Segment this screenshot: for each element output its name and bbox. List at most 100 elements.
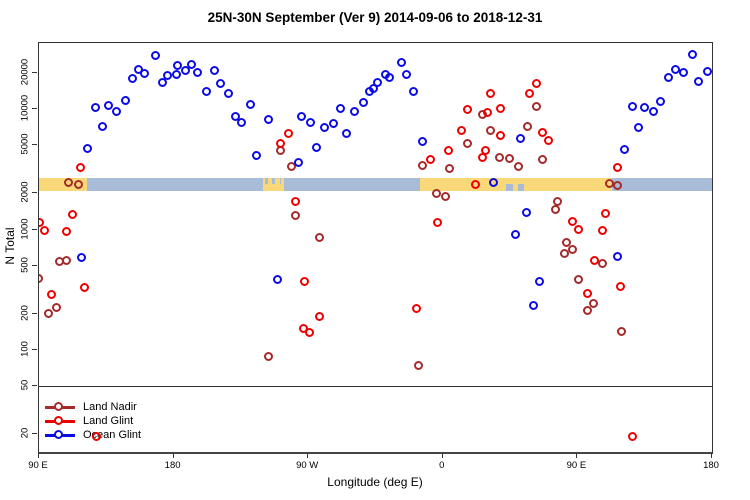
- x-axis-tick-label: 0: [439, 460, 445, 471]
- y-axis-title: N Total: [3, 227, 17, 265]
- data-point-land-nadir: [523, 122, 533, 132]
- data-point-ocean-glint: [663, 72, 673, 82]
- data-point-ocean-glint: [171, 69, 181, 79]
- y-axis-tick: [32, 192, 37, 194]
- data-point-ocean-glint: [511, 230, 521, 240]
- data-point-land-glint: [457, 126, 467, 136]
- y-axis-tick: [32, 228, 37, 230]
- data-point-ocean-glint: [521, 208, 531, 218]
- data-point-land-glint: [543, 136, 553, 146]
- x-axis-tick: [172, 453, 174, 458]
- data-point-land-nadir: [514, 162, 524, 171]
- y-axis-tick: [32, 432, 37, 434]
- data-point-land-nadir: [485, 126, 495, 136]
- data-point-land-glint: [524, 88, 534, 98]
- land-ocean-band-segment: [264, 177, 268, 185]
- legend-symbol: [43, 428, 77, 442]
- data-point-ocean-glint: [173, 60, 183, 70]
- x-axis-tick-label: 90 E: [28, 460, 48, 471]
- data-point-land-glint: [470, 180, 480, 190]
- legend-item-label: Land Nadir: [83, 401, 137, 413]
- x-axis-tick: [38, 453, 39, 458]
- y-axis-tick-label: 200: [19, 304, 31, 321]
- y-axis-tick-label: 5000: [19, 133, 31, 156]
- data-point-ocean-glint: [620, 144, 630, 154]
- data-point-ocean-glint: [180, 65, 190, 75]
- legend-item-label: Land Glint: [83, 415, 134, 427]
- land-ocean-band-segment: [505, 184, 514, 191]
- land-ocean-band-segment: [279, 177, 282, 185]
- legend-box-top-line: [39, 386, 712, 387]
- data-point-ocean-glint: [162, 70, 172, 80]
- data-point-ocean-glint: [252, 151, 262, 161]
- legend-symbol: [43, 414, 77, 428]
- x-axis-tick: [576, 453, 578, 458]
- data-point-land-nadir: [431, 189, 441, 199]
- y-axis-tick-label: 100: [19, 340, 31, 357]
- data-point-ocean-glint: [273, 275, 283, 285]
- data-point-land-glint: [276, 139, 286, 148]
- data-point-land-glint: [496, 131, 506, 141]
- data-point-land-nadir: [63, 178, 73, 188]
- data-point-ocean-glint: [216, 79, 226, 88]
- data-point-ocean-glint: [77, 253, 87, 263]
- land-ocean-band-segment: [517, 184, 524, 191]
- data-point-ocean-glint: [150, 50, 160, 60]
- land-ocean-band-segment: [263, 177, 285, 191]
- data-point-land-nadir: [573, 275, 583, 285]
- x-axis-tick-label: 90 E: [566, 460, 587, 471]
- data-point-ocean-glint: [358, 97, 368, 107]
- data-point-ocean-glint: [342, 129, 352, 139]
- data-point-ocean-glint: [612, 252, 622, 262]
- data-point-land-nadir: [561, 238, 571, 248]
- data-point-land-glint: [573, 225, 583, 235]
- land-ocean-band-segment: [420, 177, 612, 191]
- data-point-ocean-glint: [385, 72, 395, 82]
- data-point-ocean-glint: [693, 77, 703, 87]
- data-point-land-nadir: [532, 102, 542, 112]
- y-axis-tick-label: 20: [19, 427, 31, 439]
- y-axis-tick-label: 10000: [19, 95, 31, 122]
- data-point-ocean-glint: [90, 103, 100, 113]
- land-ocean-band-segment: [272, 177, 276, 185]
- data-point-land-nadir: [74, 180, 84, 190]
- data-point-ocean-glint: [120, 96, 130, 106]
- data-point-land-glint: [567, 217, 577, 227]
- data-point-ocean-glint: [397, 58, 407, 68]
- data-point-ocean-glint: [678, 68, 688, 77]
- data-point-ocean-glint: [349, 107, 359, 116]
- data-point-ocean-glint: [312, 143, 322, 153]
- data-point-ocean-glint: [336, 104, 346, 114]
- x-axis-tick: [711, 453, 712, 458]
- data-point-ocean-glint: [627, 102, 637, 112]
- data-point-ocean-glint: [319, 123, 329, 132]
- data-point-land-glint: [92, 431, 102, 441]
- data-point-ocean-glint: [488, 178, 498, 188]
- data-point-ocean-glint: [328, 119, 338, 129]
- data-point-land-glint: [315, 312, 325, 322]
- y-axis-tick: [32, 72, 37, 73]
- data-point-land-glint: [433, 218, 443, 228]
- data-point-ocean-glint: [297, 112, 307, 122]
- chart-title: 25N-30N September (Ver 9) 2014-09-06 to …: [207, 10, 543, 25]
- data-point-ocean-glint: [373, 78, 383, 88]
- data-point-land-nadir: [617, 327, 627, 337]
- data-point-land-glint: [532, 79, 542, 88]
- data-point-ocean-glint: [409, 87, 419, 96]
- y-axis-tick-label: 20000: [19, 58, 31, 86]
- x-axis-tick: [307, 453, 309, 458]
- data-point-land-glint: [538, 127, 547, 137]
- y-axis-tick-label: 2000: [19, 181, 31, 203]
- data-point-ocean-glint: [237, 118, 247, 128]
- data-point-ocean-glint: [529, 301, 539, 311]
- y-axis-tick-label: 50: [19, 379, 31, 391]
- data-point-land-nadir: [286, 162, 296, 171]
- data-point-land-nadir: [62, 256, 72, 266]
- legend-circle-icon: [54, 402, 63, 411]
- land-ocean-band-segment: [284, 177, 421, 191]
- data-point-ocean-glint: [401, 69, 411, 79]
- data-point-land-glint: [300, 277, 310, 287]
- data-point-land-nadir: [264, 351, 274, 361]
- data-point-ocean-glint: [687, 49, 697, 59]
